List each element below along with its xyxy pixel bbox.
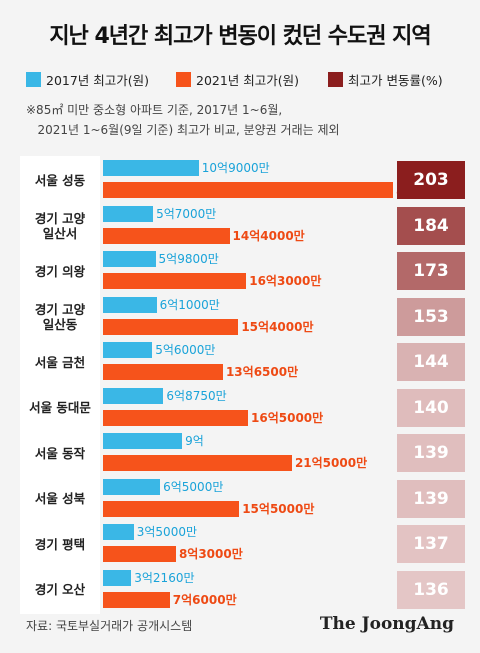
bar-2021 xyxy=(103,227,230,244)
rate-box: 140 xyxy=(397,388,465,427)
bar-2017 xyxy=(103,524,134,540)
value-label-2021: 16억5000만 xyxy=(251,410,324,425)
value-label-2021: 15억4000만 xyxy=(241,319,314,334)
rate-box: 137 xyxy=(397,525,465,563)
value-label-2021: 15억5000만 xyxy=(242,501,315,516)
legend: 2017년 최고가(원) 2021년 최고가(원) 최고가 변동률(%) xyxy=(26,70,470,90)
rate-box: 203 xyxy=(397,161,465,199)
legend-swatch-2017 xyxy=(26,72,41,87)
category-label: 경기 의왕 xyxy=(20,247,100,295)
category-label: 서울 동작 xyxy=(20,429,100,477)
legend-item-2021: 2021년 최고가(원) xyxy=(176,70,299,89)
bar-2017 xyxy=(103,433,183,449)
value-label-2017: 5억7000만 xyxy=(156,206,217,221)
legend-label-rate: 최고가 변동률(%) xyxy=(348,73,443,88)
value-label-2021: 14억4000만 xyxy=(232,228,305,243)
bar-2021 xyxy=(103,364,223,380)
value-label-2017: 5억9800만 xyxy=(158,252,219,266)
bar-2021 xyxy=(103,500,240,517)
value-label-2017: 3억2160만 xyxy=(134,570,195,585)
value-label-2017: 6억1000만 xyxy=(159,297,220,312)
chart-row: 경기 고양 일산동 6억1000만 15억4000만 153 xyxy=(20,292,466,341)
bar-2017 xyxy=(103,251,156,267)
rate-box: 144 xyxy=(397,343,465,381)
value-label-2021: 8억3000만 xyxy=(178,547,243,561)
bar-2021 xyxy=(103,409,248,426)
rate-box: 139 xyxy=(397,479,465,518)
value-label-2017: 5억6000만 xyxy=(155,343,216,357)
value-label-2021: 7억6000만 xyxy=(172,592,237,607)
chart-row: 서울 동작 9억 21억5000만 139 xyxy=(20,429,466,477)
value-label-2021: 13억6500만 xyxy=(225,365,299,379)
bar-2021 xyxy=(103,455,292,471)
chart-row: 서울 성동10억9000만33억203 xyxy=(20,156,466,204)
value-label-2017: 6억5000만 xyxy=(163,479,224,494)
category-label: 경기 오산 xyxy=(20,565,100,614)
category-label: 경기 고양 일산서 xyxy=(20,201,100,250)
value-label-2017: 9억 xyxy=(185,434,204,448)
bar-2021 xyxy=(103,546,176,562)
bar-2017 xyxy=(103,160,199,176)
category-label: 서울 성북 xyxy=(20,474,100,523)
rate-box: 139 xyxy=(397,434,465,472)
legend-label-2021: 2021년 최고가(원) xyxy=(196,73,300,88)
footnote: ※85㎡ 미만 중소형 아파트 기준, 2017년 1~6월, 2021년 1~… xyxy=(26,103,340,137)
bar-2017 xyxy=(103,205,154,222)
chart-title: 지난 4년간 최고가 변동이 컸던 수도권 지역 xyxy=(49,24,431,49)
value-label-2017: 10억9000만 xyxy=(201,161,270,175)
legend-label-2017: 2017년 최고가(원) xyxy=(46,73,150,88)
chart-row: 서울 동대문 6억8750만 16억5000만 140 xyxy=(20,383,466,432)
bar-2017 xyxy=(103,296,157,313)
bar-2021 xyxy=(103,273,247,289)
category-label: 경기 고양 일산동 xyxy=(20,292,100,341)
category-label: 서울 금천 xyxy=(20,338,100,386)
legend-item-2017: 2017년 최고가(원) xyxy=(26,70,149,89)
value-label-2021: 21억5000만 xyxy=(294,456,368,470)
chart-row: 경기 평택 3억5000만 8억3000만 137 xyxy=(20,520,466,568)
category-label: 서울 성동 xyxy=(20,156,100,204)
rate-box: 173 xyxy=(397,252,465,290)
chart-row: 서울 금천 5억6000만 13억6500만 144 xyxy=(20,338,466,386)
legend-swatch-rate xyxy=(328,72,343,87)
category-label: 경기 평택 xyxy=(20,520,100,568)
bar-2017 xyxy=(103,569,132,586)
brand-logo: The JoongAng xyxy=(319,614,454,634)
bar-2017 xyxy=(103,387,164,404)
value-label-2021: 16억3000만 xyxy=(249,274,322,288)
value-label-2017: 3억5000만 xyxy=(136,525,198,539)
category-label: 서울 동대문 xyxy=(20,383,100,432)
bar-2021 xyxy=(103,318,239,335)
legend-swatch-2021 xyxy=(176,72,191,87)
value-label-2017: 6억8750만 xyxy=(166,388,227,403)
chart-row: 경기 고양 일산서 5억7000만 14억4000만 184 xyxy=(20,201,466,250)
chart-row: 경기 오산 3억2160만 7억6000만 136 xyxy=(20,565,466,614)
bar-2021 xyxy=(103,182,393,198)
source-text: 자료: 국토부실거래가 공개시스템 xyxy=(26,619,193,633)
rate-box: 184 xyxy=(397,206,465,245)
chart-row: 서울 성북 6억5000만 15억5000만 139 xyxy=(20,474,466,523)
chart-row: 경기 의왕 5억9800만 16억3000만 173 xyxy=(20,247,466,295)
bar-2021 xyxy=(103,591,170,608)
rate-box: 153 xyxy=(397,297,465,336)
legend-item-rate: 최고가 변동률(%) xyxy=(328,70,443,89)
bar-2017 xyxy=(103,342,153,358)
rate-box: 136 xyxy=(397,570,465,609)
bar-2017 xyxy=(103,478,161,495)
